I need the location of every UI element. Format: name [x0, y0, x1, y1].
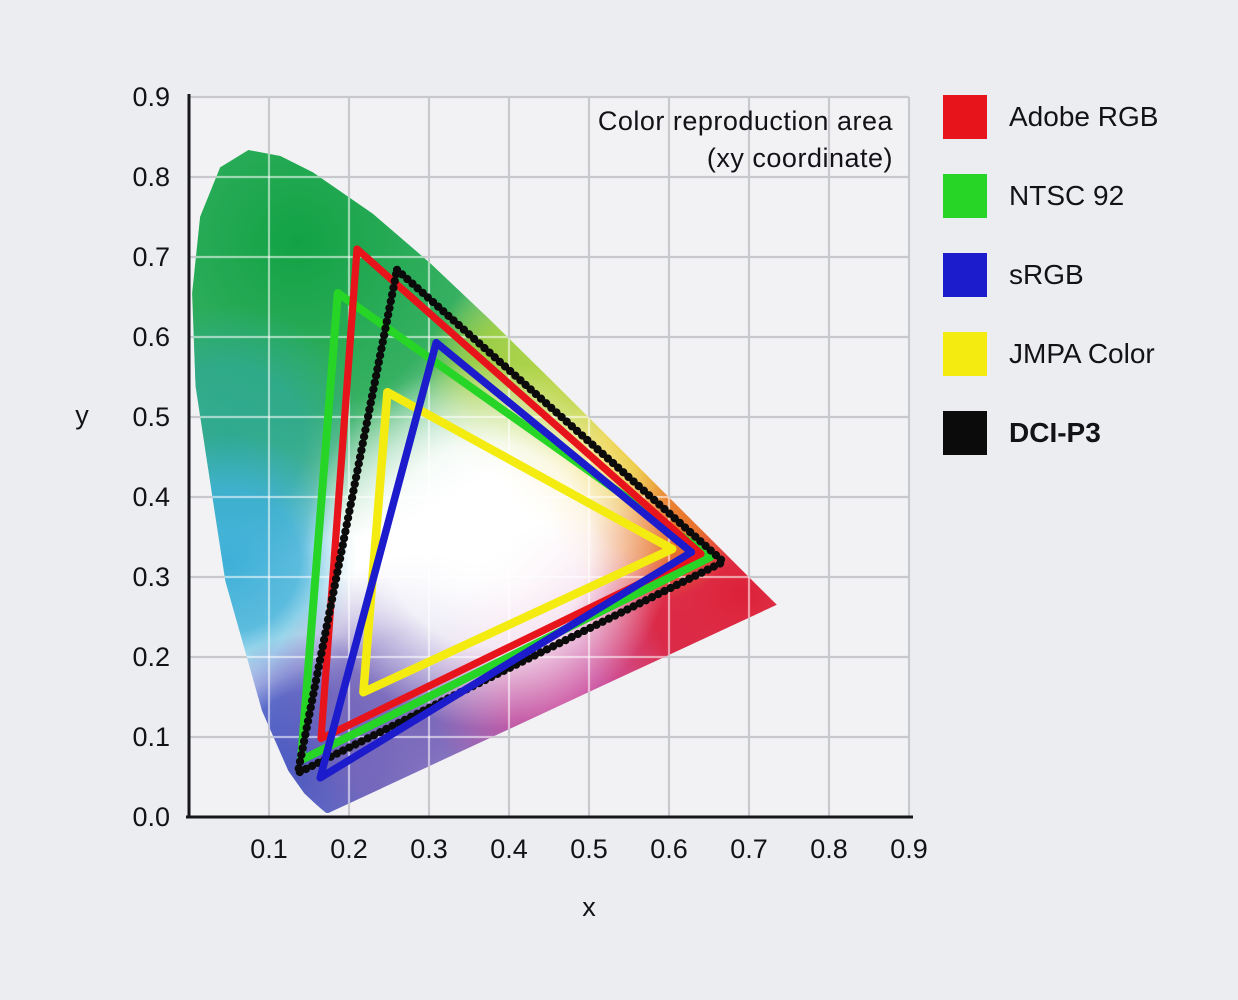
x-tick-0.5: 0.5	[570, 834, 608, 864]
y-tick-0.5: 0.5	[132, 402, 170, 432]
legend-item-adobe-rgb: Adobe RGB	[943, 95, 1158, 139]
legend-label-dci-p3: DCI-P3	[1009, 417, 1101, 448]
y-tick-0.1: 0.1	[132, 722, 170, 752]
legend-label-srgb: sRGB	[1009, 259, 1084, 290]
y-tick-0.6: 0.6	[132, 322, 170, 352]
legend-label-jmpa-color: JMPA Color	[1009, 338, 1155, 369]
y-tick-0.3: 0.3	[132, 562, 170, 592]
legend-label-ntsc-92: NTSC 92	[1009, 180, 1125, 211]
chart-title: Color reproduction area (xy coordinate)	[598, 103, 893, 177]
x-tick-0.4: 0.4	[490, 834, 528, 864]
legend: Adobe RGB NTSC 92 sRGB JMPA Color DCI-P3	[943, 95, 1158, 490]
legend-item-dci-p3: DCI-P3	[943, 411, 1158, 455]
x-tick-0.2: 0.2	[330, 834, 368, 864]
srgb-swatch-icon	[943, 253, 987, 297]
x-tick-0.6: 0.6	[650, 834, 688, 864]
x-tick-0.7: 0.7	[730, 834, 768, 864]
ntsc-92-swatch-icon	[943, 174, 987, 218]
y-axis-label: y	[75, 400, 89, 430]
x-tick-0.1: 0.1	[250, 834, 288, 864]
dci-p3-swatch-icon	[943, 411, 987, 455]
legend-item-jmpa-color: JMPA Color	[943, 332, 1158, 376]
x-tick-0.3: 0.3	[410, 834, 448, 864]
x-axis-label: x	[582, 892, 596, 922]
chart-title-line2: (xy coordinate)	[706, 143, 893, 173]
x-tick-0.8: 0.8	[810, 834, 848, 864]
y-tick-0.7: 0.7	[132, 242, 170, 272]
axes	[186, 94, 913, 819]
y-tick-0.2: 0.2	[132, 642, 170, 672]
chart-title-line1: Color reproduction area	[597, 106, 893, 136]
legend-item-srgb: sRGB	[943, 253, 1158, 297]
x-tick-0.9: 0.9	[890, 834, 928, 864]
jmpa-color-swatch-icon	[943, 332, 987, 376]
y-tick-0.0: 0.0	[132, 802, 170, 832]
legend-item-ntsc-92: NTSC 92	[943, 174, 1158, 218]
y-tick-0.9: 0.9	[132, 82, 170, 112]
legend-label-adobe-rgb: Adobe RGB	[1009, 101, 1159, 132]
gamut-triangles	[293, 245, 728, 782]
y-tick-0.4: 0.4	[132, 482, 170, 512]
y-tick-0.8: 0.8	[132, 162, 170, 192]
adobe-rgb-swatch-icon	[943, 95, 987, 139]
